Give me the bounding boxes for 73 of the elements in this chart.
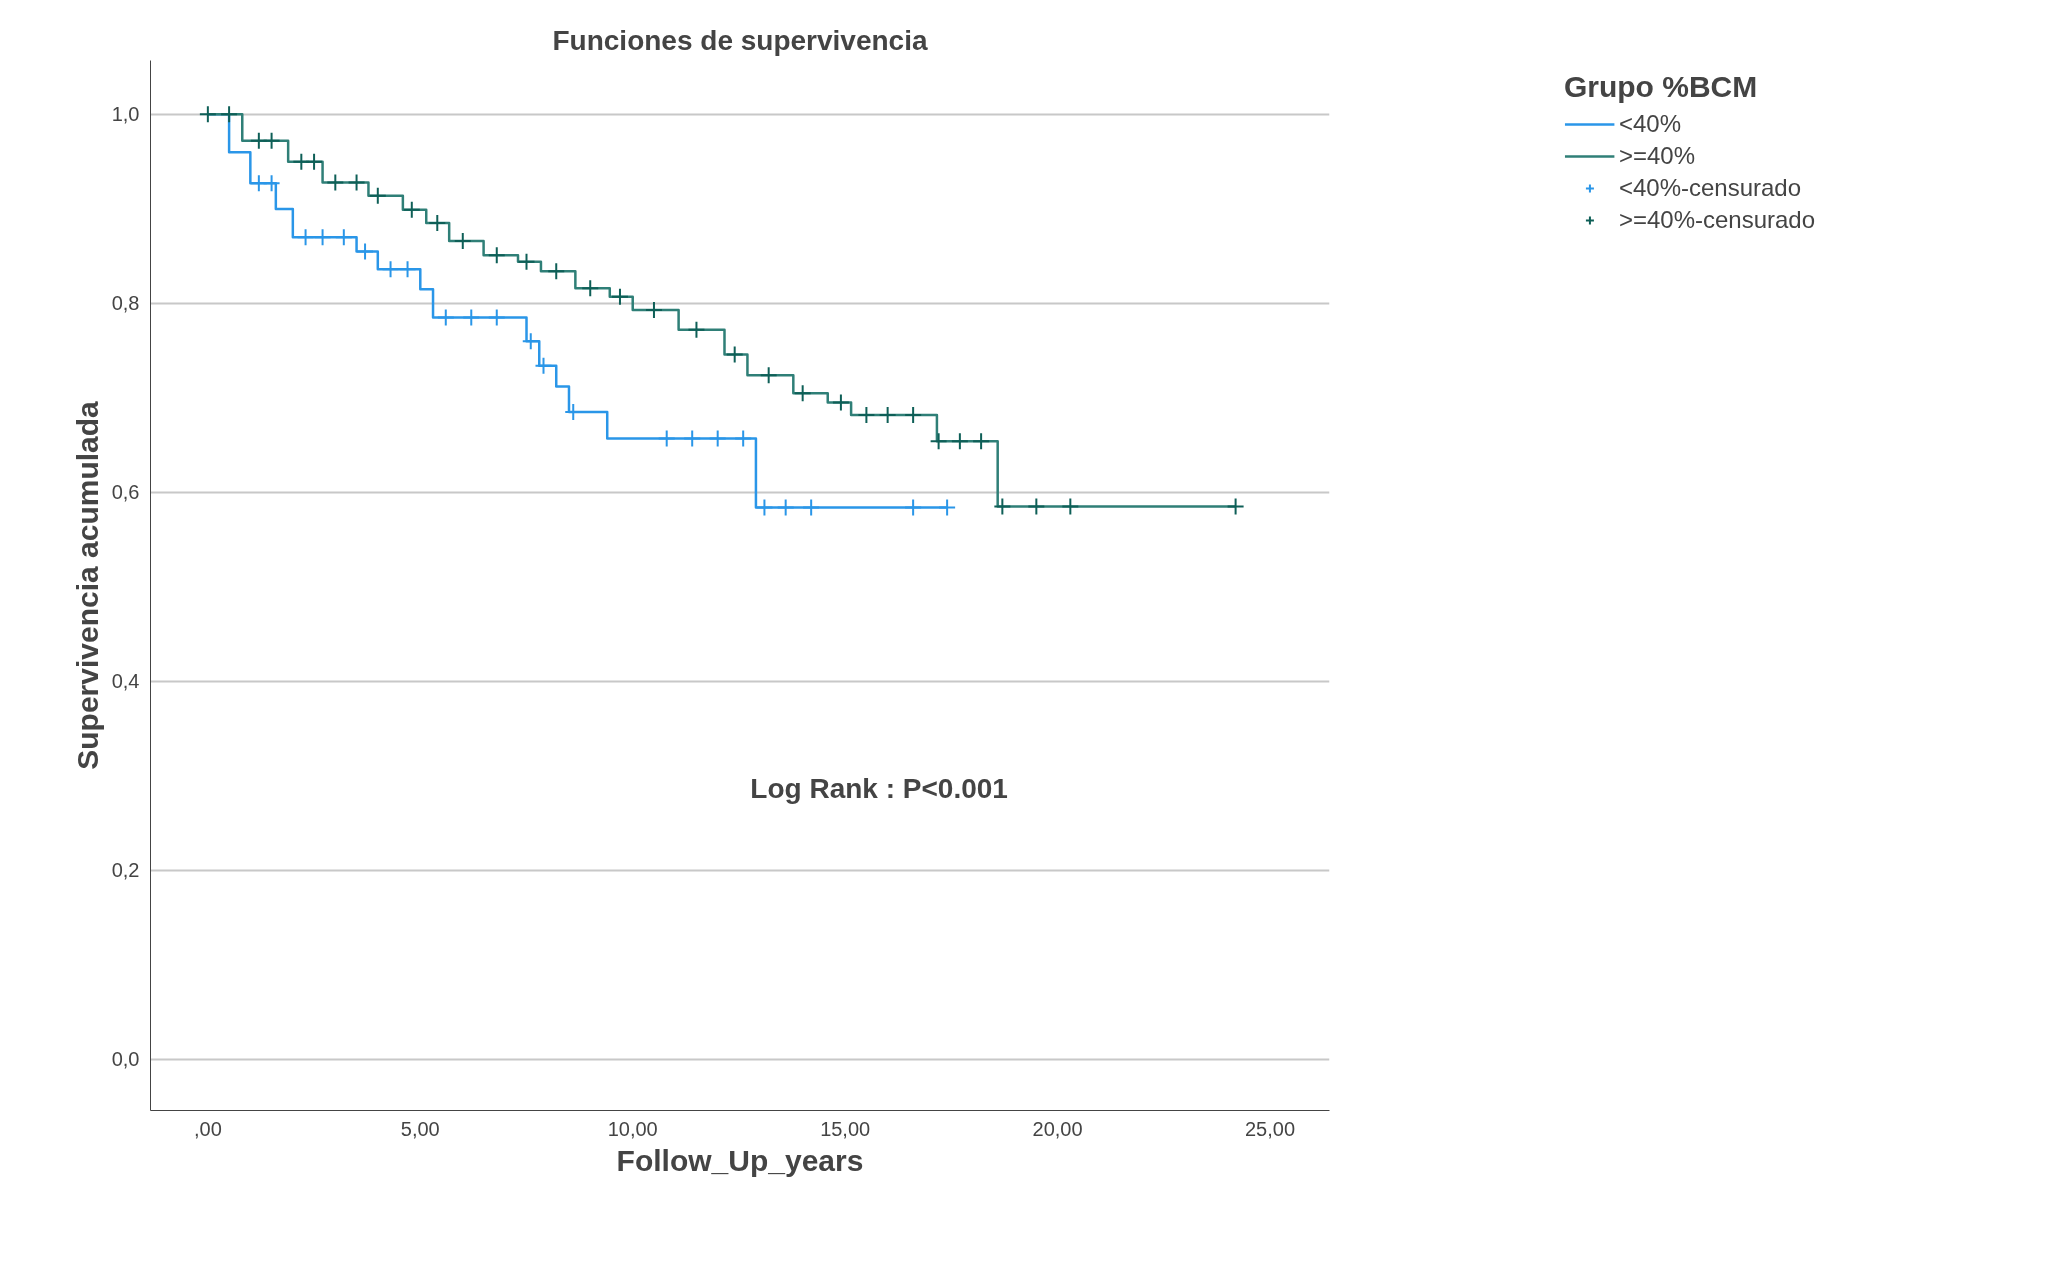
point — [347, 173, 366, 192]
point — [334, 228, 353, 247]
point — [356, 242, 375, 261]
point — [453, 232, 472, 251]
point — [368, 186, 387, 205]
point — [929, 432, 948, 451]
annotation: Log Rank : P<0.001 — [750, 773, 1008, 805]
x-tick-label: 5,00 — [400, 1117, 440, 1140]
point — [521, 332, 540, 351]
x-axis-title: Follow_Up_years — [616, 1143, 864, 1177]
y-tick-label: 0,2 — [111, 859, 140, 882]
point — [755, 498, 774, 517]
point — [428, 214, 447, 233]
point — [296, 228, 315, 247]
x-tick-label: 25,00 — [1244, 1117, 1296, 1140]
point — [725, 345, 744, 364]
point — [644, 301, 663, 319]
point — [610, 287, 629, 306]
point — [802, 498, 821, 517]
point — [776, 498, 795, 517]
x-tick-label: 20,00 — [1032, 1117, 1083, 1140]
legend-title: Grupo %BCM — [1563, 70, 1759, 104]
y-tick-label: 0,0 — [111, 1048, 140, 1071]
point — [313, 228, 332, 247]
point — [462, 308, 481, 327]
y-tick-label: 0,8 — [111, 292, 140, 315]
point — [1226, 497, 1245, 516]
point — [398, 260, 417, 279]
point — [547, 262, 566, 281]
y-tick-label: 1,0 — [111, 103, 140, 126]
point — [1027, 497, 1046, 516]
legend-label: >=40% — [1618, 141, 1696, 171]
y-tick-label: 0,4 — [111, 670, 140, 693]
point — [950, 432, 969, 451]
point — [904, 498, 923, 517]
point — [326, 173, 345, 192]
x-tick-label: 10,00 — [607, 1117, 658, 1140]
point — [993, 497, 1012, 516]
point — [878, 405, 897, 424]
point — [687, 320, 706, 339]
point — [1061, 497, 1080, 516]
point — [262, 174, 281, 193]
y-tick-label: 0,6 — [111, 481, 140, 504]
point — [381, 260, 400, 279]
chart-title: Funciones de supervivencia — [552, 24, 928, 56]
point — [517, 252, 536, 271]
x-tick-label: 15,00 — [820, 1117, 871, 1140]
point — [262, 131, 281, 150]
point — [402, 200, 421, 219]
point — [436, 308, 455, 327]
point — [487, 246, 506, 265]
x-tick-label: ,00 — [193, 1117, 222, 1140]
point — [734, 429, 753, 448]
point — [534, 356, 553, 375]
point — [904, 405, 923, 424]
point — [220, 105, 239, 124]
point — [198, 105, 217, 124]
point — [831, 393, 850, 412]
point — [972, 432, 991, 451]
point — [759, 366, 778, 385]
y-axis-title: Supervivencia acumulada — [70, 400, 104, 770]
legend-label: >=40%-censurado — [1618, 205, 1816, 235]
point — [938, 498, 957, 517]
point — [683, 429, 702, 448]
point — [657, 429, 676, 448]
point — [305, 152, 324, 171]
point — [487, 308, 506, 327]
point — [708, 429, 727, 448]
point — [793, 384, 812, 403]
point — [857, 405, 876, 424]
point — [581, 279, 600, 298]
legend-label: <40%-censurado — [1618, 173, 1802, 203]
legend-label: <40% — [1618, 109, 1681, 139]
